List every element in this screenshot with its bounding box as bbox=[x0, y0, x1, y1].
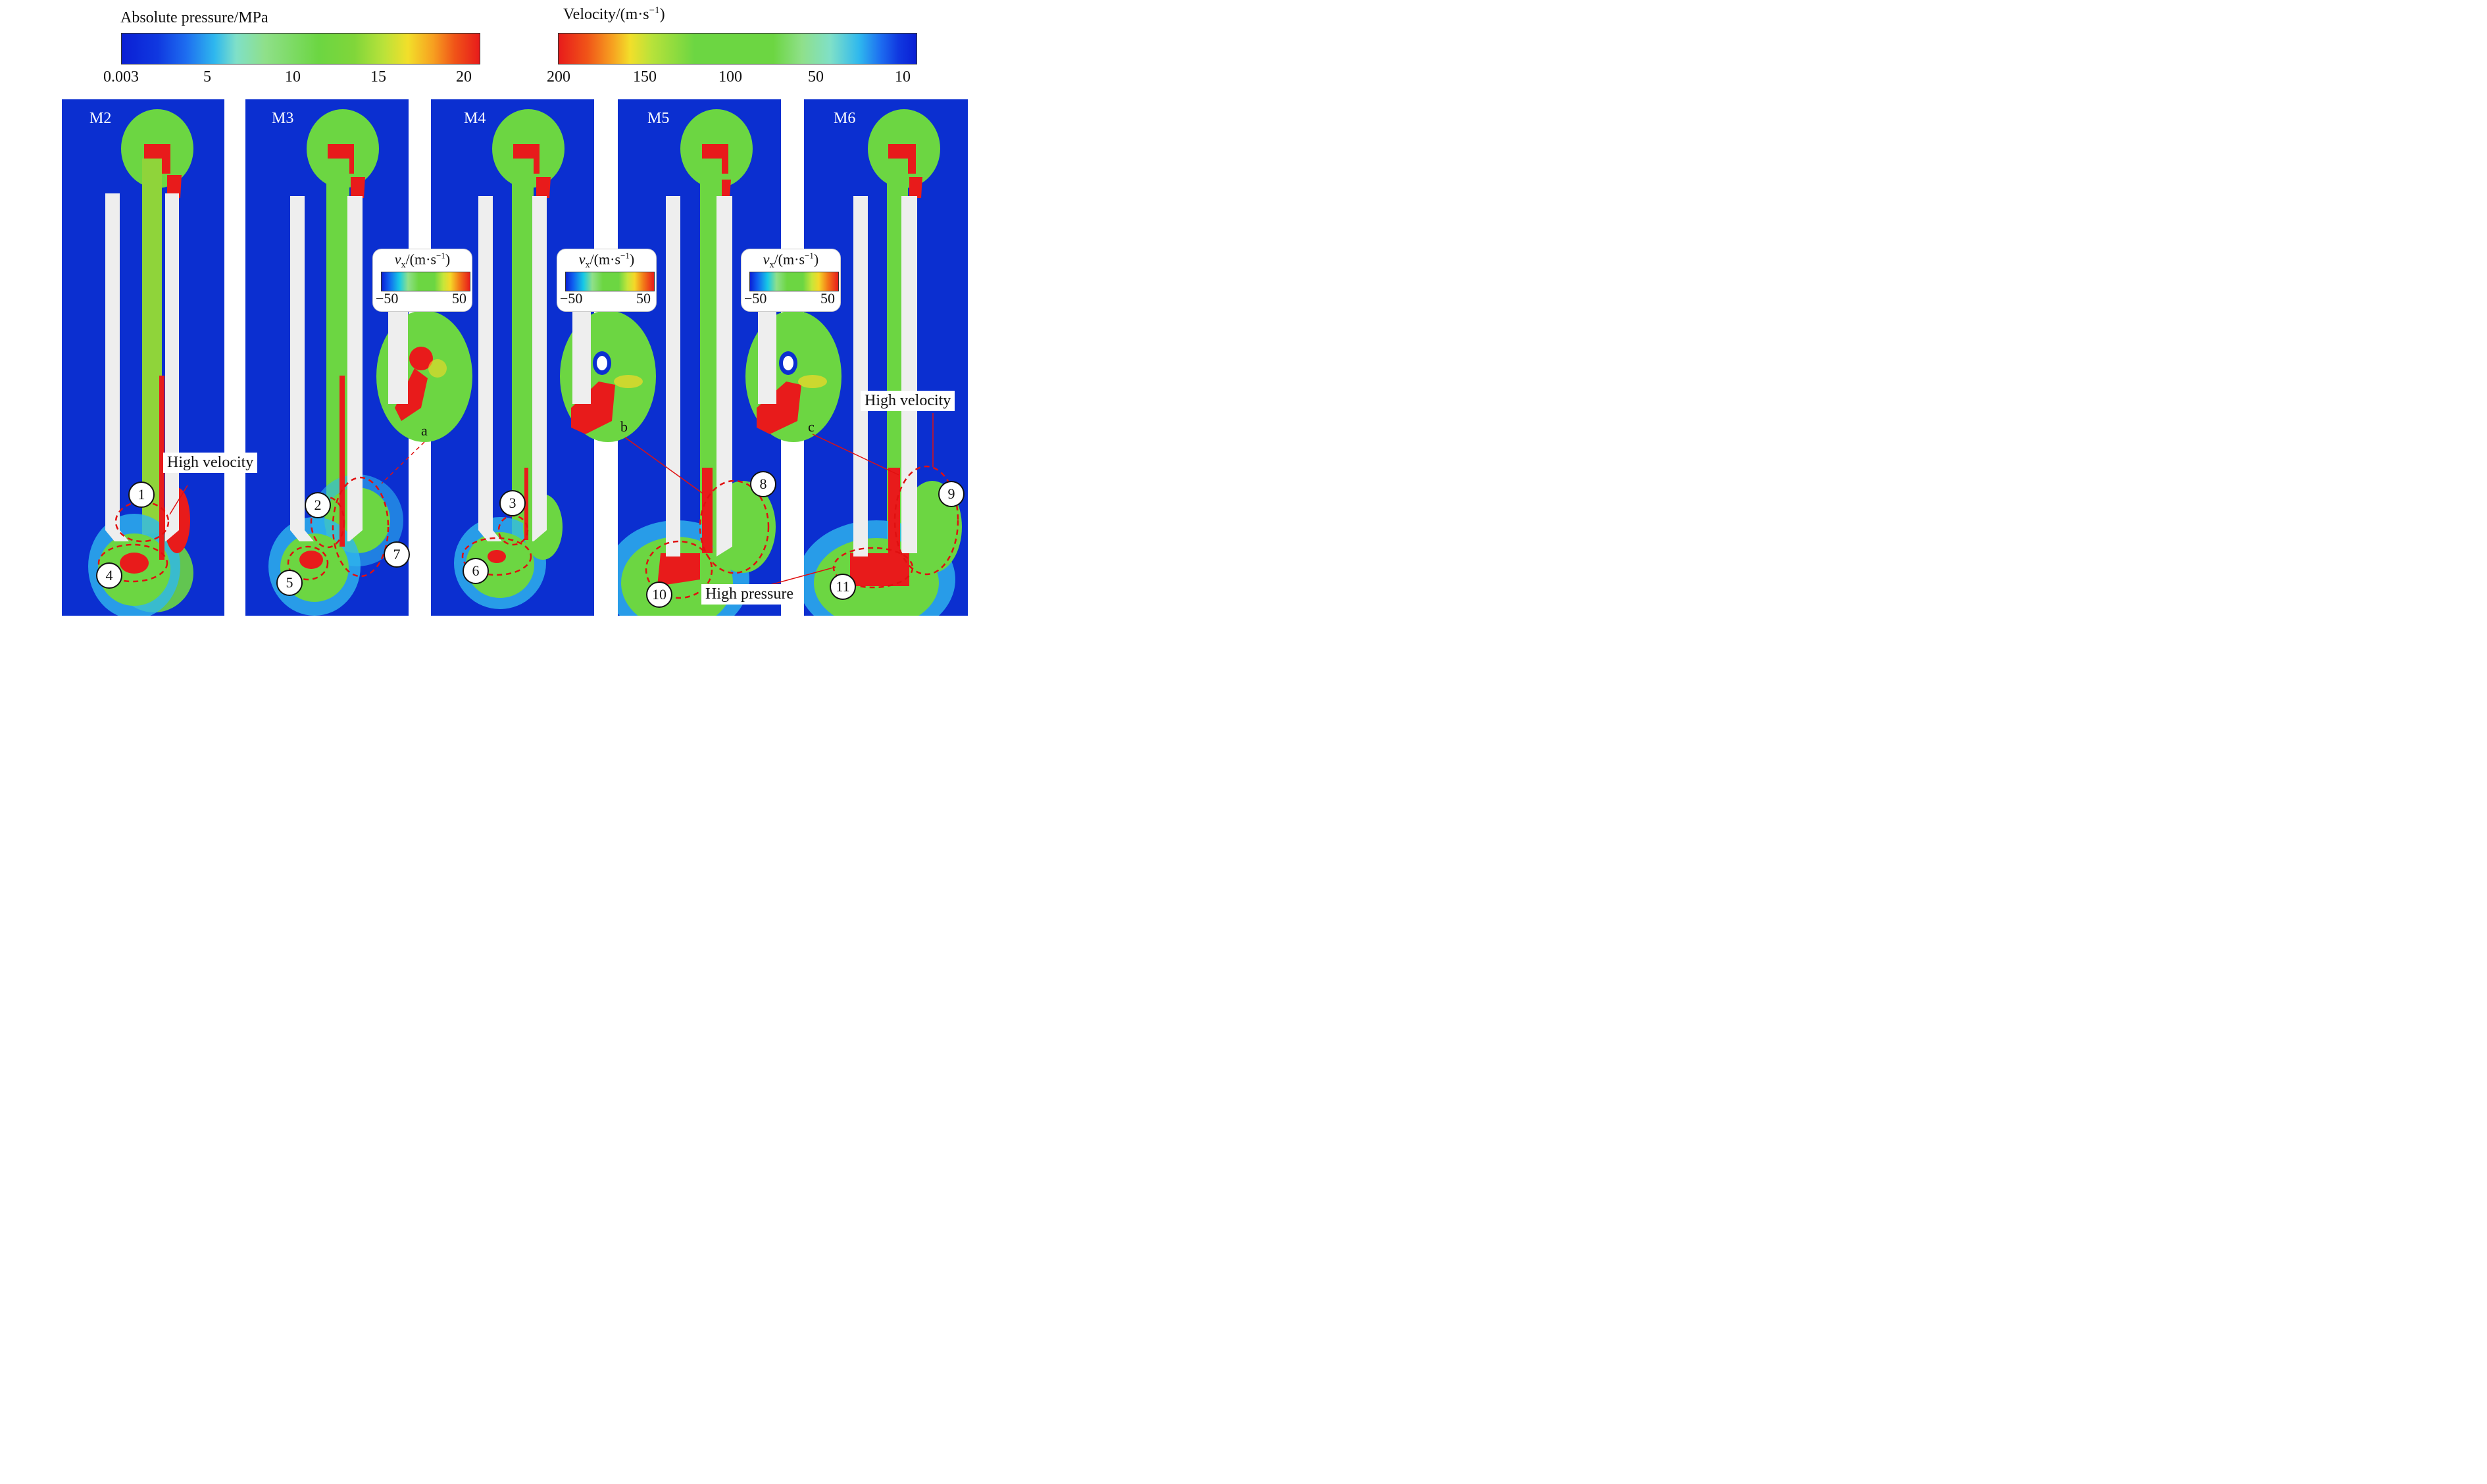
inset-min-3: −50 bbox=[744, 290, 767, 307]
velocity-tick-1: 150 bbox=[633, 68, 657, 86]
region-marker-2: 2 bbox=[305, 492, 331, 518]
inset-end-2: ) bbox=[629, 251, 635, 268]
velocity-title-sup: −1 bbox=[649, 5, 660, 16]
inset-max-1: 50 bbox=[452, 290, 466, 307]
velocity-tick-2: 100 bbox=[718, 68, 742, 86]
inset-unit-2: /(m·s bbox=[590, 251, 621, 268]
inset-colorbar-bar-2 bbox=[565, 272, 655, 291]
high-velocity-note-1: High velocity bbox=[163, 453, 258, 473]
flow-field-m4 bbox=[454, 109, 565, 609]
pressure-tick-2: 10 bbox=[285, 68, 301, 86]
velocity-title-end: ) bbox=[659, 6, 665, 23]
pressure-colorbar-title: Absolute pressure/MPa bbox=[120, 9, 268, 26]
inset-var-2: v bbox=[578, 251, 586, 268]
inset-end-1: ) bbox=[445, 251, 451, 268]
inset-sub-1: x bbox=[401, 260, 406, 270]
inset-var-3: v bbox=[763, 251, 770, 268]
flow-field-m6 bbox=[804, 109, 962, 616]
region-marker-5: 5 bbox=[276, 570, 303, 596]
region-marker-7: 7 bbox=[384, 541, 410, 568]
high-velocity-note-2: High velocity bbox=[861, 391, 955, 411]
inset-var-1: v bbox=[394, 251, 401, 268]
panel-label-m4: M4 bbox=[464, 110, 486, 127]
region-marker-3: 3 bbox=[499, 490, 526, 516]
velocity-tick-4: 10 bbox=[895, 68, 911, 86]
inset-colorbar-bar-1 bbox=[381, 272, 470, 291]
panel-label-m3: M3 bbox=[272, 110, 294, 127]
velocity-colorbar-title: Velocity/(m·s−1) bbox=[563, 5, 665, 24]
pressure-tick-1: 5 bbox=[203, 68, 211, 86]
inset-colorbar-title-2: vx/(m·s−1) bbox=[557, 251, 656, 271]
pressure-tick-0: 0.003 bbox=[103, 68, 139, 86]
panel-label-m6: M6 bbox=[834, 110, 856, 127]
inset-unit-3: /(m·s bbox=[774, 251, 805, 268]
panel-m6: M6 bbox=[804, 99, 968, 616]
panel-m5: M5 bbox=[618, 99, 781, 616]
flow-field-m5 bbox=[618, 109, 776, 616]
inset-unit-1: /(m·s bbox=[405, 251, 437, 268]
inset-end-3: ) bbox=[813, 251, 819, 268]
pressure-tick-4: 20 bbox=[456, 68, 472, 86]
inset-sup-1: −1 bbox=[436, 251, 445, 260]
inset-colorbar-3: vx/(m·s−1) −50 50 bbox=[741, 249, 841, 312]
inset-sup-2: −1 bbox=[620, 251, 630, 260]
panel-label-m2: M2 bbox=[89, 110, 112, 127]
panel-label-m5: M5 bbox=[647, 110, 670, 127]
flow-field-m3 bbox=[268, 109, 403, 616]
velocity-colorbar bbox=[558, 33, 917, 64]
region-marker-6: 6 bbox=[463, 558, 489, 584]
inset-colorbar-1: vx/(m·s−1) −50 50 bbox=[372, 249, 472, 312]
inset-max-2: 50 bbox=[636, 290, 651, 307]
inset-sub-2: x bbox=[585, 260, 590, 270]
inset-sup-3: −1 bbox=[805, 251, 814, 260]
region-marker-11: 11 bbox=[830, 574, 856, 600]
velocity-tick-0: 200 bbox=[547, 68, 570, 86]
inset-min-2: −50 bbox=[560, 290, 583, 307]
inset-sub-3: x bbox=[769, 260, 774, 270]
panel-m3: M3 bbox=[245, 99, 409, 616]
pressure-tick-3: 15 bbox=[370, 68, 386, 86]
inset-colorbar-2: vx/(m·s−1) −50 50 bbox=[557, 249, 657, 312]
region-marker-9: 9 bbox=[938, 481, 965, 507]
region-marker-1: 1 bbox=[128, 482, 155, 508]
inset-label-a: a bbox=[421, 422, 428, 439]
panel-m4: M4 bbox=[431, 99, 594, 616]
inset-max-3: 50 bbox=[820, 290, 835, 307]
region-marker-4: 4 bbox=[96, 562, 122, 589]
inset-min-1: −50 bbox=[376, 290, 399, 307]
inset-colorbar-title-1: vx/(m·s−1) bbox=[373, 251, 472, 271]
velocity-tick-3: 50 bbox=[808, 68, 824, 86]
region-marker-8: 8 bbox=[750, 471, 776, 497]
velocity-title-main: Velocity/(m·s bbox=[563, 6, 649, 23]
inset-colorbar-bar-3 bbox=[749, 272, 839, 291]
inset-colorbar-title-3: vx/(m·s−1) bbox=[741, 251, 840, 271]
panel-m2: M2 bbox=[62, 99, 224, 616]
high-pressure-note: High pressure bbox=[701, 584, 797, 605]
inset-label-b: b bbox=[620, 418, 628, 435]
inset-label-c: c bbox=[808, 418, 815, 435]
pressure-colorbar bbox=[121, 33, 480, 64]
flow-field-m2 bbox=[88, 99, 224, 616]
region-marker-10: 10 bbox=[646, 581, 672, 608]
